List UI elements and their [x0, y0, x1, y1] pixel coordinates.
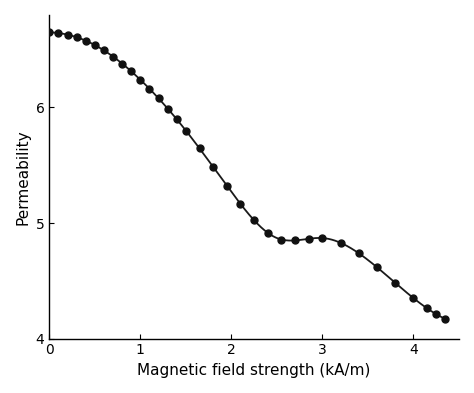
Y-axis label: Permeability: Permeability [15, 129, 30, 225]
X-axis label: Magnetic field strength (kA/m): Magnetic field strength (kA/m) [137, 363, 371, 378]
